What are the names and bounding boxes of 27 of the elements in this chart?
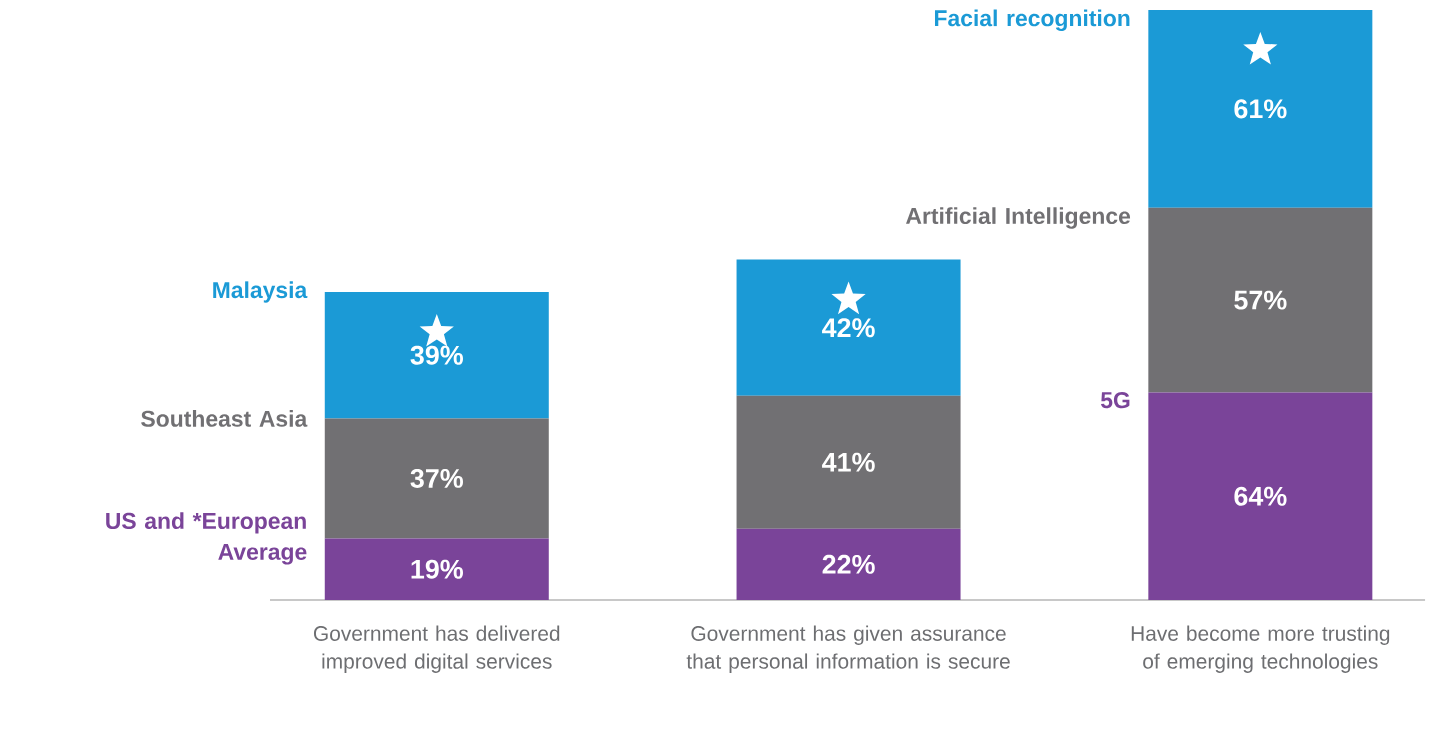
data-label: 19%: [411, 559, 463, 579]
series-label: Southeast Asia: [141, 410, 308, 427]
data-label: 61%: [1234, 99, 1287, 119]
series-label: Malaysia: [213, 281, 308, 303]
annotation: Artificial Intelligence: [906, 207, 1131, 229]
x-tick-label: Government has delivered improved digital services: [313, 625, 560, 673]
annotation: Facial recognition: [934, 9, 1130, 31]
bar: [324, 538, 549, 600]
bar: [324, 418, 549, 539]
data-label: 22%: [822, 554, 875, 574]
bar: [1148, 9, 1373, 208]
series-label: US and *European Average: [106, 512, 307, 565]
data-label: 57%: [1234, 290, 1287, 310]
data-label: 39%: [410, 345, 463, 365]
bar: [324, 292, 549, 419]
data-label: 42%: [822, 318, 875, 338]
data-label: 37%: [410, 468, 463, 488]
bar: [1148, 207, 1373, 393]
bar: [1148, 392, 1373, 600]
data-label: 41%: [822, 452, 875, 472]
bar: [736, 259, 961, 396]
x-tick-label: Have become more trusting of emerging technologies: [1131, 625, 1390, 673]
x-tick-label: Government has given assurance that personal information is secure: [686, 625, 1010, 673]
bar: [736, 395, 961, 529]
annotation: 5G: [1100, 392, 1130, 409]
data-label: 64%: [1234, 486, 1287, 506]
bar: [736, 528, 961, 600]
